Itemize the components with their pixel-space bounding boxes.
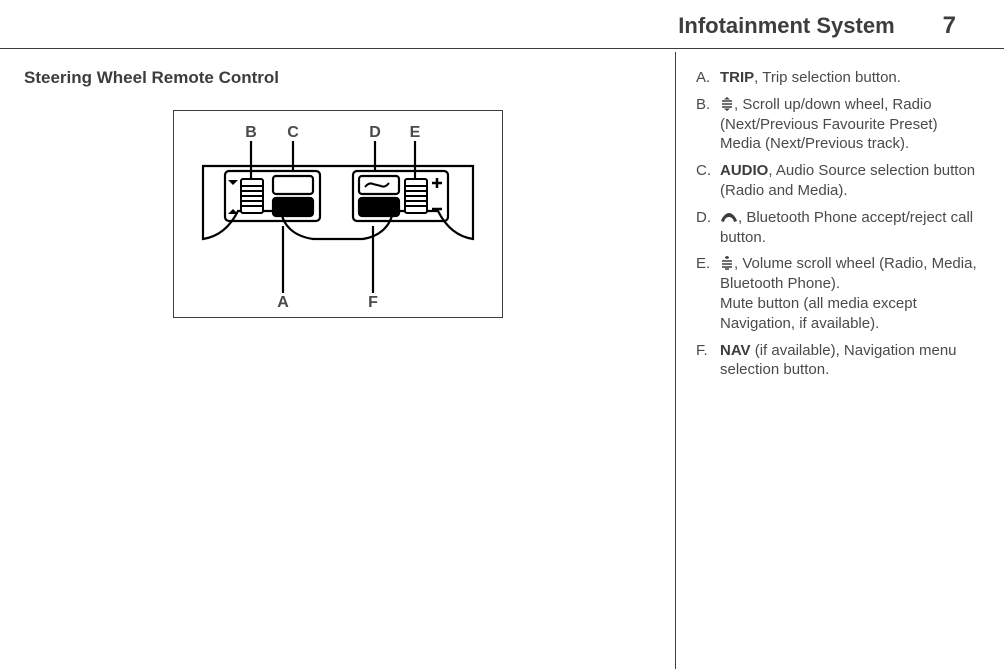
diagram-label-b: B — [245, 124, 257, 141]
left-column: Steering Wheel Remote Control B C D E A … — [0, 52, 676, 669]
item-body: TRIP, Trip selection button. — [720, 68, 980, 88]
list-item: C. AUDIO, Audio Source selection button … — [696, 161, 980, 201]
item-letter: E. — [696, 254, 720, 333]
item-bold: NAV — [720, 342, 751, 359]
diagram-label-c: C — [287, 124, 299, 141]
item-text: , Scroll up/down wheel, Radio (Next/Prev… — [720, 96, 938, 153]
item-body: AUDIO, Audio Source selection button (Ra… — [720, 161, 980, 201]
item-letter: C. — [696, 161, 720, 201]
item-letter: F. — [696, 341, 720, 381]
list-item: F. NAV (if available), Navigation menu s… — [696, 341, 980, 381]
list-item: A. TRIP, Trip selection button. — [696, 68, 980, 88]
item-body: NAV (if available), Navigation menu sele… — [720, 341, 980, 381]
item-text: , Volume scroll wheel (Radio, Media, Blu… — [720, 255, 977, 331]
list-item: E. , Volume scroll wheel (Radio, Media, … — [696, 254, 980, 333]
list-item: D. , Bluetooth Phone accept/reject call … — [696, 208, 980, 248]
item-text: , Bluetooth Phone accept/reject call but… — [720, 209, 973, 246]
item-letter: B. — [696, 95, 720, 154]
content-area: Steering Wheel Remote Control B C D E A … — [0, 52, 1004, 669]
list-item: B. , Scroll up/down wheel, Radio (Next/P… — [696, 95, 980, 154]
scroll-wheel-icon — [720, 97, 734, 111]
header-title: Infotainment System — [678, 13, 894, 39]
item-body: , Scroll up/down wheel, Radio (Next/Prev… — [720, 95, 980, 154]
item-body: , Bluetooth Phone accept/reject call but… — [720, 208, 980, 248]
page-number: 7 — [943, 12, 956, 40]
right-column: A. TRIP, Trip selection button. B. , Scr… — [676, 52, 1004, 669]
diagram-label-e: E — [409, 124, 420, 141]
diagram-label-d: D — [369, 124, 381, 141]
volume-scroll-icon — [720, 256, 734, 270]
item-letter: D. — [696, 208, 720, 248]
item-letter: A. — [696, 68, 720, 88]
item-text: (if available), Navigation menu selectio… — [720, 342, 957, 379]
item-text: , Trip selection button. — [754, 69, 901, 86]
item-bold: TRIP — [720, 69, 754, 86]
section-title: Steering Wheel Remote Control — [24, 68, 651, 88]
phone-icon — [720, 212, 738, 224]
page-header: Infotainment System 7 — [0, 0, 1004, 49]
diagram-label-a: A — [277, 294, 289, 311]
diagram-label-f: F — [368, 294, 378, 311]
item-bold: AUDIO — [720, 162, 768, 179]
legend-list: A. TRIP, Trip selection button. B. , Scr… — [696, 68, 980, 380]
item-body: , Volume scroll wheel (Radio, Media, Blu… — [720, 254, 980, 333]
steering-wheel-svg: B C D E A F — [183, 121, 493, 311]
steering-wheel-diagram: B C D E A F — [173, 110, 503, 318]
